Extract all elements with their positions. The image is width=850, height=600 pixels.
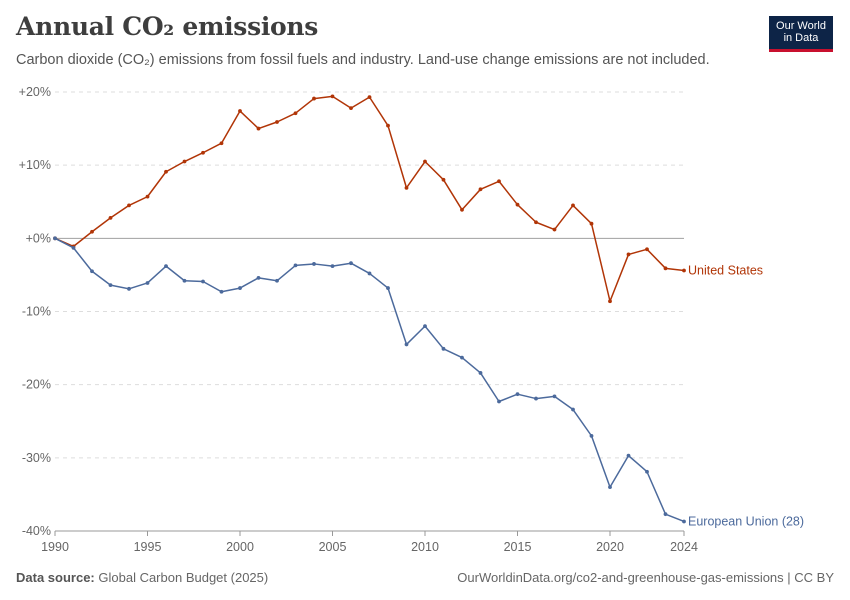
data-point	[571, 407, 575, 412]
x-tick-label: 2015	[504, 540, 532, 554]
data-point	[201, 150, 205, 155]
data-point	[682, 519, 686, 524]
data-point	[127, 286, 131, 291]
data-source: Data source: Global Carbon Budget (2025)	[16, 570, 268, 585]
data-point	[478, 371, 483, 375]
data-point	[256, 275, 261, 280]
y-tick-label: +20%	[19, 85, 51, 99]
data-point	[534, 220, 538, 225]
data-point	[423, 324, 427, 329]
data-point	[312, 262, 316, 266]
data-point	[460, 207, 464, 212]
x-tick-label: 2005	[319, 540, 347, 554]
data-point	[90, 229, 94, 234]
data-point	[275, 120, 279, 124]
series-line	[54, 237, 685, 523]
y-tick-label: -10%	[22, 305, 51, 319]
data-point	[608, 299, 612, 304]
data-point	[534, 396, 538, 401]
data-point	[460, 355, 464, 360]
y-tick-label: +0%	[26, 231, 51, 245]
data-point	[219, 141, 224, 146]
data-point	[663, 266, 668, 271]
data-point	[256, 126, 261, 131]
series-label: European Union (28)	[688, 514, 804, 528]
data-point	[312, 96, 316, 101]
data-point	[589, 433, 594, 438]
y-tick-label: -40%	[22, 524, 51, 538]
url-license[interactable]: OurWorldinData.org/co2-and-greenhouse-ga…	[457, 570, 834, 585]
data-point	[441, 177, 446, 182]
data-point	[645, 247, 649, 252]
data-point	[682, 268, 686, 273]
data-point	[608, 485, 612, 489]
data-point	[589, 221, 594, 226]
data-point	[330, 264, 335, 269]
data-point	[238, 109, 242, 113]
data-point	[293, 111, 298, 116]
data-point	[515, 392, 520, 397]
series-line	[54, 95, 685, 303]
data-point	[238, 286, 242, 290]
data-point	[626, 453, 631, 458]
data-point	[330, 94, 335, 99]
series-label: United States	[688, 264, 763, 278]
logo-line-2: in Data	[783, 32, 819, 44]
data-point	[127, 203, 131, 208]
data-point	[293, 263, 298, 268]
data-point	[145, 281, 150, 285]
data-point	[349, 261, 353, 266]
y-tick-label: +10%	[19, 158, 51, 172]
data-point	[663, 512, 668, 517]
data-point	[71, 245, 76, 250]
data-source-label: Data source:	[16, 570, 95, 585]
y-tick-label: -20%	[22, 378, 51, 392]
data-point	[53, 236, 57, 241]
x-tick-label: 2000	[226, 540, 254, 554]
x-tick-label: 1990	[41, 540, 69, 554]
data-point	[164, 264, 168, 269]
data-point	[108, 215, 113, 220]
data-point	[182, 159, 187, 164]
chart-title: Annual CO₂ emissions	[16, 12, 319, 41]
data-point	[404, 185, 409, 190]
x-tick-label: 2024	[670, 540, 698, 554]
chart-subtitle: Carbon dioxide (CO₂) emissions from foss…	[16, 52, 710, 68]
data-point	[478, 187, 483, 192]
data-point	[90, 269, 94, 274]
data-source-value[interactable]: Global Carbon Budget (2025)	[98, 570, 269, 585]
data-point	[497, 399, 501, 404]
data-point	[275, 278, 279, 283]
data-point	[108, 283, 113, 288]
data-point	[386, 286, 390, 290]
data-point	[404, 342, 409, 347]
data-point	[367, 95, 372, 100]
data-point	[367, 271, 372, 276]
line-chart: +20% +10% +0% -10% -20% -30% -40% 1990 1995 2000 2…	[19, 85, 804, 554]
data-point	[571, 203, 575, 208]
data-point	[645, 469, 649, 474]
data-point	[164, 169, 168, 174]
data-point	[441, 346, 446, 351]
data-point	[497, 179, 501, 184]
data-point	[423, 159, 427, 164]
data-point	[515, 202, 520, 207]
data-point	[552, 227, 557, 232]
data-point	[201, 279, 205, 284]
data-point	[182, 278, 187, 283]
owid-logo[interactable]: Our World in Data	[769, 16, 833, 52]
x-tick-label: 2020	[596, 540, 624, 554]
x-tick-label: 2010	[411, 540, 439, 554]
data-point	[145, 194, 150, 199]
data-point	[626, 252, 631, 257]
data-point	[349, 106, 353, 110]
y-tick-label: -30%	[22, 451, 51, 465]
data-point	[386, 123, 390, 128]
x-tick-label: 1995	[134, 540, 162, 554]
logo-line-1: Our World	[776, 20, 826, 32]
data-point	[552, 394, 557, 399]
data-point	[219, 289, 224, 294]
